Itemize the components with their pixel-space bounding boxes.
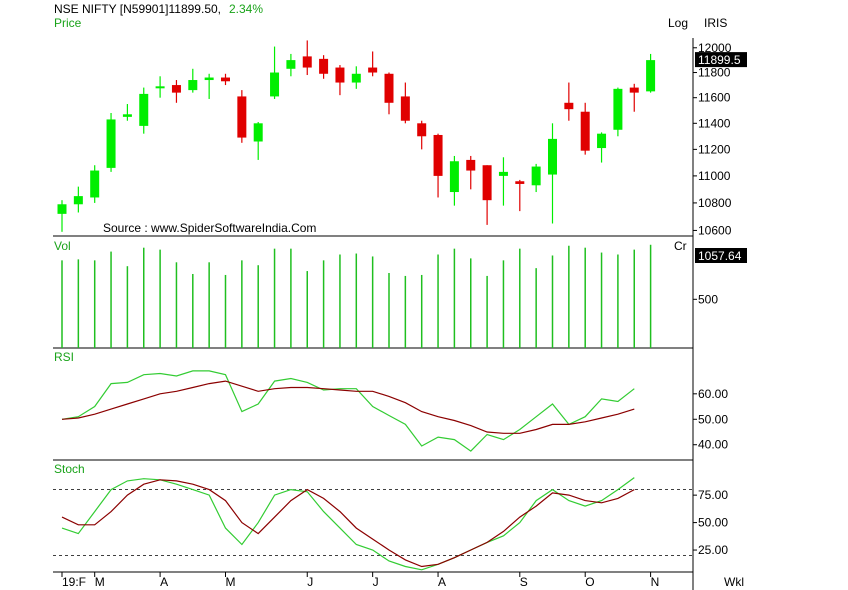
- candle-body: [433, 134, 443, 176]
- rsi-tick-label: 50.00: [698, 412, 728, 426]
- price-tick-label: 11000: [698, 169, 731, 183]
- stoch-tick-label: 25.00: [698, 543, 728, 557]
- candle-body: [73, 196, 83, 205]
- x-tick-label: 19:F: [62, 575, 86, 589]
- price-tick-label: 11400: [698, 116, 731, 130]
- candle-body: [449, 161, 459, 193]
- volume-last-value-bg: [695, 248, 747, 263]
- candle-body: [139, 93, 149, 126]
- indicator-name: IRIS: [704, 16, 727, 30]
- rsi-slow-line: [61, 380, 635, 434]
- candle-body: [629, 87, 639, 93]
- candle-body: [548, 138, 557, 175]
- rsi-panel-title: RSI: [54, 350, 74, 364]
- last-price-text: 11899.50,: [169, 2, 222, 16]
- price-tick-label: 10800: [698, 196, 732, 210]
- candle-body: [646, 60, 656, 92]
- stoch-panel-title: Stoch: [54, 462, 85, 476]
- price-tick-label: 11200: [698, 142, 731, 156]
- candle-body: [188, 80, 198, 91]
- candle-body: [384, 73, 394, 103]
- x-axis: 19:F M A M J J A S O N: [61, 572, 660, 589]
- x-tick-label: J: [307, 575, 313, 589]
- candle-body: [531, 166, 541, 186]
- volume-unit-label: Cr: [674, 239, 687, 253]
- stoch-fast-line: [61, 477, 635, 571]
- rsi-fast-line: [61, 370, 635, 452]
- candle-body: [335, 67, 345, 83]
- candle-body: [351, 73, 361, 83]
- x-tick-label: S: [520, 575, 528, 589]
- candle-body: [270, 72, 280, 97]
- price-tick-label: 10600: [698, 223, 732, 237]
- candle-body: [498, 171, 508, 176]
- x-tick-label: A: [160, 575, 168, 589]
- candle-body: [122, 114, 132, 117]
- stoch-slow-line: [61, 479, 635, 568]
- candle-body: [613, 88, 623, 130]
- candle-body: [302, 56, 312, 68]
- x-tick-label: A: [438, 575, 446, 589]
- candle-body: [319, 58, 329, 74]
- candle-body: [155, 86, 165, 89]
- candle-body: [400, 96, 410, 121]
- candle-body: [368, 67, 378, 73]
- price-tick-label: 12000: [698, 41, 732, 55]
- volume-panel-title: Vol: [54, 239, 71, 253]
- x-tick-label: J: [373, 575, 379, 589]
- candle-body: [482, 165, 492, 201]
- price-last-value-bg: [695, 52, 747, 68]
- price-tick-label: 11600: [698, 91, 731, 105]
- rsi-panel: 60.00 50.00 40.00: [61, 370, 728, 452]
- stoch-panel: 75.00 50.00 25.00: [53, 477, 728, 571]
- period-label: Wkl: [724, 575, 744, 589]
- x-tick-label: M: [95, 575, 105, 589]
- volume-tick-label: 500: [698, 292, 718, 306]
- price-panel: 12000 11800 11600 11400 11200 11000 10800 10600…: [57, 40, 747, 237]
- symbol-title: NSE NIFTY [N59901]: [54, 2, 169, 16]
- candle-body: [564, 102, 574, 110]
- candle-body: [515, 181, 525, 184]
- price-tick-label: 11800: [698, 66, 731, 80]
- x-tick-label: O: [585, 575, 594, 589]
- rsi-tick-label: 40.00: [698, 438, 728, 452]
- candle-body: [466, 159, 476, 171]
- candle-body: [57, 204, 67, 214]
- stoch-tick-label: 50.00: [698, 516, 728, 530]
- volume-last-value: 1057.64: [698, 249, 742, 263]
- price-last-value: 11899.5: [698, 53, 741, 67]
- candle-body: [597, 133, 607, 149]
- candle-body: [171, 85, 181, 93]
- candle-body: [106, 119, 116, 168]
- price-panel-title: Price: [54, 16, 82, 30]
- stoch-tick-label: 75.00: [698, 488, 728, 502]
- candle-body: [580, 111, 590, 151]
- candle-body: [253, 123, 263, 142]
- change-percent: 2.34%: [229, 2, 263, 16]
- x-tick-label: M: [226, 575, 236, 589]
- candle-body: [204, 77, 214, 81]
- candle-body: [286, 60, 296, 69]
- candle-body: [221, 77, 230, 82]
- log-scale-toggle[interactable]: Log: [668, 16, 688, 30]
- candle-body: [237, 96, 247, 138]
- candle-body: [417, 123, 427, 137]
- volume-panel: 500 1057.64: [61, 244, 747, 348]
- rsi-tick-label: 60.00: [698, 387, 728, 401]
- candle-body: [90, 170, 100, 198]
- source-credit: Source : www.SpiderSoftwareIndia.Com: [103, 221, 316, 235]
- x-tick-label: N: [651, 575, 660, 589]
